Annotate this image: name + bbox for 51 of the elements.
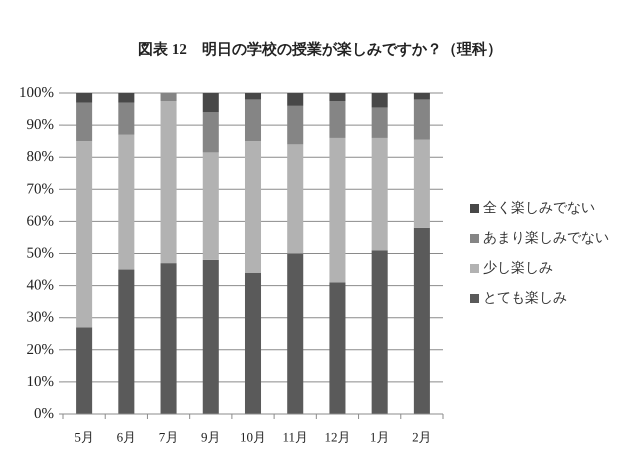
bar [118,134,134,270]
bar [244,93,262,100]
legend-label: とても楽しみ [483,290,567,306]
bar [244,272,262,414]
bar [160,263,177,414]
x-tick-label: 11月 [282,430,308,444]
bar [76,141,92,328]
y-tick-label: 40% [26,278,54,294]
bar [202,93,219,112]
bar [118,93,134,103]
x-tick-label: 6月 [116,430,136,444]
y-tick-label: 10% [26,374,54,390]
bar [287,144,304,254]
bar [372,93,388,108]
x-tick-label: 7月 [158,430,178,444]
legend-label: 少し楽しみ [483,260,553,276]
legend-label: あまり楽しみでない [483,230,609,246]
bar [202,152,219,260]
y-tick-label: 70% [26,181,54,198]
chart-title: 図表 12 明日の学校の授業が楽しみですか？（理科） [138,41,502,58]
x-tick-label: 1月 [370,430,390,444]
bar [287,254,304,414]
bar [329,138,346,282]
y-tick-label: 60% [26,213,54,230]
y-tick-label: 0% [34,406,54,422]
y-tick-label: 20% [26,342,54,358]
x-tick-label: 5月 [74,430,94,444]
bar [329,282,346,414]
y-tick-label: 30% [26,310,54,326]
bar [329,93,346,102]
bar [160,101,177,264]
x-tick-label: 2月 [412,430,432,444]
x-tick-label: 12月 [324,430,350,444]
x-tick-label: 10月 [240,430,266,444]
bar [76,327,92,414]
bar [118,270,134,414]
y-tick-label: 100% [19,85,54,101]
bar [414,93,430,100]
bar [372,138,388,250]
bar [372,250,388,414]
bar [414,140,430,228]
y-tick-label: 90% [26,117,54,134]
x-tick-label: 9月 [201,430,221,444]
bar [414,228,430,414]
bar [202,260,219,414]
bar [76,93,92,103]
y-tick-label: 50% [26,246,54,262]
legend-label: 全く楽しみでない [483,200,595,216]
y-tick-label: 80% [26,149,54,166]
bar [287,93,304,106]
bar [244,141,262,273]
